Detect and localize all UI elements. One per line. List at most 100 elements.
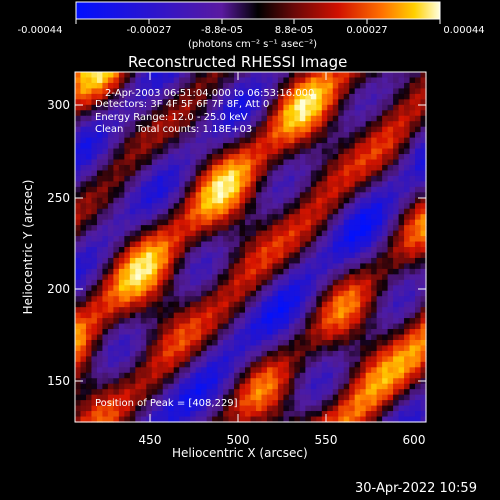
image-pixel	[404, 82, 411, 90]
image-pixel	[349, 274, 356, 281]
image-pixel	[113, 400, 120, 407]
image-pixel	[85, 274, 93, 281]
image-pixel	[179, 329, 186, 336]
image-pixel	[261, 416, 268, 423]
image-pixel	[360, 307, 367, 314]
image-pixel	[85, 82, 93, 90]
image-pixel	[261, 104, 268, 111]
image-pixel	[349, 252, 356, 259]
image-pixel	[387, 88, 394, 95]
image-pixel	[140, 257, 147, 265]
image-pixel	[332, 356, 339, 363]
image-pixel	[365, 411, 372, 418]
image-pixel	[420, 203, 427, 210]
image-pixel	[195, 334, 202, 341]
image-pixel	[85, 230, 93, 237]
image-pixel	[195, 378, 202, 385]
image-pixel	[217, 339, 224, 347]
image-pixel	[184, 323, 191, 330]
image-pixel	[217, 405, 224, 412]
image-pixel	[206, 230, 213, 237]
image-pixel	[223, 350, 230, 357]
image-pixel	[140, 181, 147, 188]
image-pixel	[212, 219, 219, 226]
image-pixel	[184, 192, 191, 199]
image-pixel	[217, 383, 224, 390]
image-pixel	[239, 203, 246, 210]
image-pixel	[393, 312, 400, 319]
image-pixel	[245, 285, 252, 292]
image-pixel	[321, 339, 328, 347]
image-pixel	[283, 329, 290, 336]
image-pixel	[420, 323, 427, 330]
image-pixel	[234, 230, 241, 237]
image-pixel	[349, 203, 356, 210]
image-pixel	[129, 372, 136, 379]
image-pixel	[420, 268, 427, 275]
image-pixel	[393, 307, 400, 314]
image-pixel	[277, 93, 284, 100]
image-pixel	[75, 115, 82, 122]
image-pixel	[404, 307, 411, 314]
image-pixel	[146, 323, 153, 330]
image-pixel	[349, 345, 356, 352]
image-pixel	[404, 383, 411, 390]
image-pixel	[371, 416, 378, 423]
image-pixel	[245, 104, 252, 111]
peak-position-annotation: Position of Peak = [408,229]	[95, 398, 238, 409]
image-pixel	[360, 104, 367, 111]
image-pixel	[228, 225, 235, 232]
image-pixel	[184, 279, 191, 286]
image-pixel	[245, 296, 252, 303]
image-pixel	[140, 230, 147, 237]
image-pixel	[343, 312, 350, 319]
image-pixel	[261, 394, 268, 401]
image-pixel	[316, 154, 323, 161]
image-pixel	[206, 252, 213, 259]
image-pixel	[146, 296, 153, 303]
image-pixel	[354, 230, 361, 237]
image-pixel	[135, 274, 142, 281]
image-pixel	[420, 126, 427, 133]
image-pixel	[398, 290, 405, 297]
image-pixel	[371, 219, 378, 226]
image-pixel	[234, 126, 241, 133]
image-pixel	[299, 110, 306, 117]
image-pixel	[288, 367, 295, 374]
image-pixel	[387, 361, 394, 368]
image-pixel	[349, 115, 356, 122]
image-pixel	[85, 219, 93, 226]
image-pixel	[201, 416, 208, 423]
image-pixel	[415, 148, 422, 155]
image-pixel	[168, 345, 175, 352]
image-pixel	[415, 356, 422, 363]
image-pixel	[398, 394, 405, 401]
image-pixel	[151, 252, 158, 259]
image-pixel	[228, 230, 235, 237]
image-pixel	[305, 159, 312, 166]
image-pixel	[310, 290, 317, 297]
image-pixel	[85, 164, 93, 172]
image-pixel	[85, 378, 93, 385]
image-pixel	[184, 197, 191, 204]
image-pixel	[91, 252, 98, 259]
image-pixel	[343, 208, 350, 215]
image-pixel	[168, 312, 175, 319]
image-pixel	[277, 208, 284, 215]
image-pixel	[85, 345, 93, 352]
image-pixel	[283, 268, 290, 275]
image-pixel	[387, 247, 394, 254]
image-pixel	[118, 192, 125, 199]
image-pixel	[162, 192, 169, 199]
image-pixel	[184, 339, 191, 347]
image-pixel	[404, 203, 411, 210]
image-pixel	[376, 307, 383, 314]
image-pixel	[107, 225, 114, 232]
image-pixel	[349, 263, 356, 270]
image-pixel	[206, 345, 213, 352]
image-pixel	[75, 219, 82, 226]
image-pixel	[250, 345, 257, 352]
image-pixel	[316, 378, 323, 385]
image-pixel	[195, 383, 202, 390]
image-pixel	[223, 82, 230, 90]
